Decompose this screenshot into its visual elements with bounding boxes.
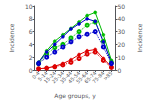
svg-text:6: 6	[29, 28, 33, 35]
svg-text:40: 40	[117, 15, 125, 22]
svg-text:15-24: 15-24	[42, 69, 57, 85]
svg-text:35-44: 35-44	[58, 69, 74, 85]
svg-text:20: 20	[117, 41, 125, 48]
svg-text:10: 10	[25, 3, 33, 10]
svg-text:25-34: 25-34	[50, 69, 65, 85]
svg-text:8: 8	[29, 15, 33, 22]
svg-text:65-74: 65-74	[82, 69, 98, 85]
svg-text:30: 30	[117, 28, 125, 35]
svg-text:45-54: 45-54	[66, 69, 82, 85]
svg-text:50: 50	[117, 3, 125, 10]
svg-text:Incidence: Incidence	[136, 23, 143, 52]
svg-text:4: 4	[29, 41, 33, 48]
svg-text:0: 0	[117, 67, 121, 74]
svg-text:Age groups, y: Age groups, y	[54, 92, 96, 100]
svg-text:5-14: 5-14	[36, 69, 49, 83]
svg-text:10: 10	[117, 54, 125, 61]
svg-text:0-4: 0-4	[30, 69, 41, 80]
svg-text:>85: >85	[102, 70, 114, 82]
svg-text:Incidence: Incidence	[8, 23, 15, 52]
svg-text:0: 0	[29, 67, 33, 74]
svg-text:2: 2	[29, 54, 33, 61]
svg-text:75-84: 75-84	[91, 69, 106, 85]
svg-text:55-64: 55-64	[74, 69, 90, 85]
